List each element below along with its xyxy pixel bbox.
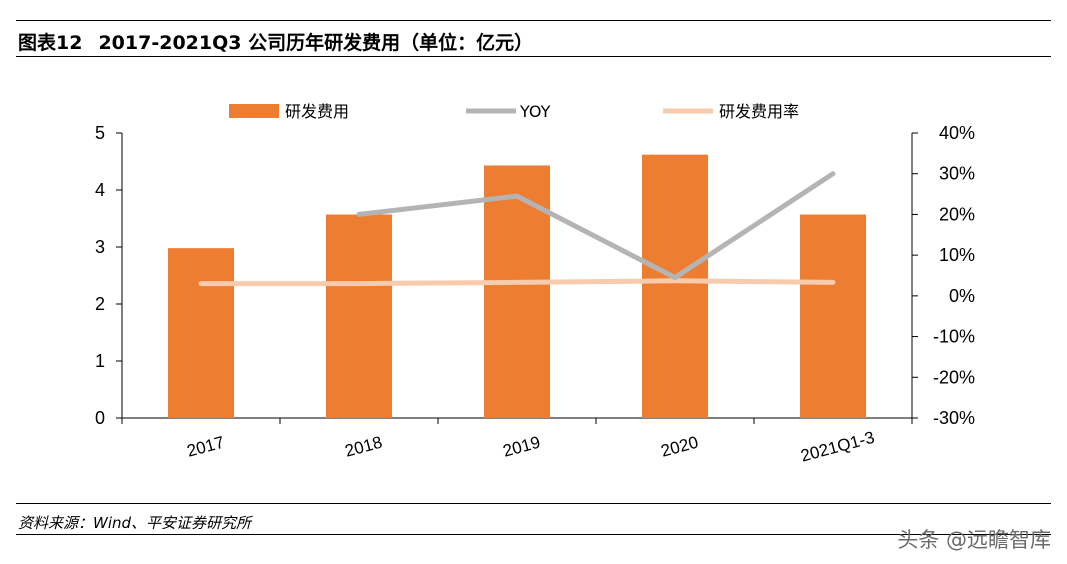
bar-2020: [642, 154, 708, 418]
bar-2021Q1-3: [800, 214, 866, 418]
legend-swatch-bar: [229, 104, 279, 118]
watermark: 头条 @远瞻智库: [897, 528, 1051, 552]
left-tick-label: 1: [95, 351, 105, 371]
bar-series: [168, 154, 866, 418]
line-series: [198, 171, 836, 287]
right-tick-label: 10%: [939, 245, 975, 265]
bar-2018: [326, 214, 392, 418]
right-tick-label: 0%: [949, 286, 975, 306]
figure-label: 图表12: [18, 32, 83, 54]
legend: 研发费用 YOY 研发费用率: [229, 102, 799, 121]
title-underline: [16, 56, 1051, 57]
bar-2019: [484, 165, 550, 418]
ratio-line: [198, 278, 836, 287]
left-tick-label: 2: [95, 294, 105, 314]
source-rule: [16, 503, 1051, 504]
bottom-rule: [16, 534, 1051, 535]
bar-2017: [168, 248, 234, 418]
legend-label-yoy: YOY: [519, 102, 551, 121]
right-tick-label: -30%: [933, 408, 975, 428]
left-tick-label: 0: [95, 408, 105, 428]
left-tick-label: 3: [95, 237, 105, 257]
top-rule: [16, 20, 1051, 21]
x-tick-label-2020: 2020: [659, 433, 700, 461]
x-tick-label-2019: 2019: [501, 433, 542, 461]
axes: 0 1 2 3 4 5 -30% -20% -10% 0% 10% 20% 30% 40%: [95, 123, 975, 428]
x-tick-labels: 2017 2018 2019 2020 2021Q1-3: [185, 428, 877, 466]
source-note: 资料来源：Wind、平安证券研究所: [18, 514, 252, 532]
left-tick-label: 4: [95, 180, 105, 200]
right-tick-label: 30%: [939, 164, 975, 184]
right-tick-label: -10%: [933, 327, 975, 347]
figure-title-bar: 图表12 2017-2021Q3 公司历年研发费用（单位：亿元）: [18, 28, 533, 55]
x-tick-label-2018: 2018: [343, 433, 384, 461]
figure-title: 2017-2021Q3 公司历年研发费用（单位：亿元）: [98, 32, 534, 54]
yoy-line: [356, 171, 836, 280]
left-tick-label: 5: [95, 123, 105, 143]
right-tick-label: 20%: [939, 204, 975, 224]
x-tick-label-2021Q1-3: 2021Q1-3: [799, 428, 877, 466]
right-tick-label: 40%: [939, 123, 975, 143]
legend-label-bar: 研发费用: [285, 102, 349, 121]
x-tick-label-2017: 2017: [185, 433, 226, 461]
right-tick-label: -20%: [933, 367, 975, 387]
legend-label-ratio: 研发费用率: [719, 102, 799, 121]
